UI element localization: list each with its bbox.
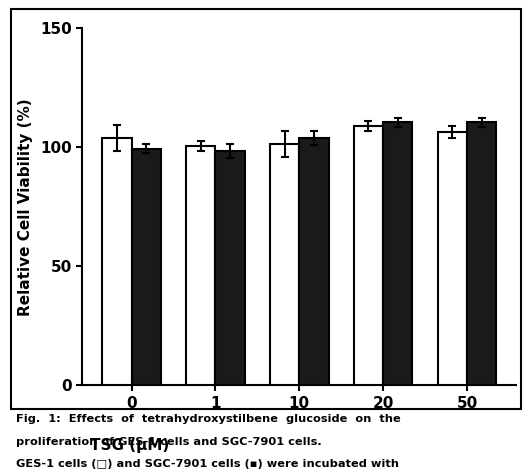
Bar xyxy=(186,146,215,385)
Text: proliferation of GES-1 cells and SGC-7901 cells.: proliferation of GES-1 cells and SGC-790… xyxy=(16,437,322,447)
Bar xyxy=(215,151,245,385)
Bar xyxy=(467,123,496,385)
Bar xyxy=(102,138,131,385)
Bar xyxy=(383,123,412,385)
Bar xyxy=(270,144,299,385)
Text: GES-1 cells (□) and SGC-7901 cells (▪) were incubated with: GES-1 cells (□) and SGC-7901 cells (▪) w… xyxy=(16,459,399,469)
Text: TSG (μM): TSG (μM) xyxy=(89,438,169,453)
Bar xyxy=(438,132,467,385)
Text: Fig.  1:  Effects  of  tetrahydroxystilbene  glucoside  on  the: Fig. 1: Effects of tetrahydroxystilbene … xyxy=(16,414,401,424)
Y-axis label: Relative Cell Viability (%): Relative Cell Viability (%) xyxy=(18,98,34,316)
Bar xyxy=(131,149,161,385)
Bar xyxy=(299,138,329,385)
Bar xyxy=(354,126,383,385)
